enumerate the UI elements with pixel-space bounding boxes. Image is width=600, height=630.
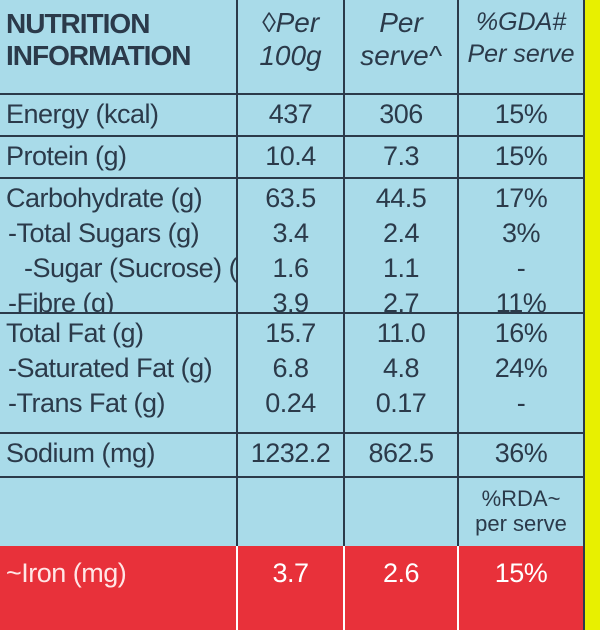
iron-per100: 3.7: [272, 558, 309, 588]
fibre-label: -Fibre (g): [8, 288, 115, 314]
fat-pct: 16%: [494, 318, 548, 348]
energy-label: Energy (kcal): [6, 99, 159, 129]
protein-serve-cell: 7.3: [345, 137, 459, 179]
energy-serve: 306: [379, 99, 423, 129]
carb-pct-cell: 17% 3% - 11%: [459, 179, 585, 314]
rda-line2: per serve: [475, 511, 567, 536]
header-gda-cell: %GDA# Per serve: [459, 0, 585, 95]
carb-per100-cell: 63.5 3.4 1.6 3.9: [238, 179, 345, 314]
fat-serve-cell: 11.0 4.8 0.17: [345, 314, 459, 434]
iron-pct-cell: 15%: [459, 546, 585, 630]
iron-serve: 2.6: [382, 558, 420, 588]
sugars-pct: 3%: [501, 218, 541, 248]
energy-label-cell: Energy (kcal): [0, 95, 238, 137]
title-line-2: INFORMATION: [6, 40, 191, 71]
sugars-per100: 3.4: [272, 218, 309, 248]
protein-pct: 15%: [494, 141, 548, 171]
fat-per100: 15.7: [265, 318, 316, 348]
rda-header-cell: %RDA~ per serve: [459, 478, 585, 546]
iron-pct: 15%: [494, 558, 548, 588]
sucrose-pct: -: [516, 253, 526, 283]
transfat-label: -Trans Fat (g): [8, 388, 166, 418]
sucrose-per100: 1.6: [272, 253, 309, 283]
satfat-label: -Saturated Fat (g): [8, 353, 213, 383]
rda-line1: %RDA~: [481, 486, 561, 511]
sugars-label: -Total Sugars (g): [8, 218, 200, 248]
energy-pct: 15%: [494, 99, 548, 129]
header-serve-line2: serve^: [360, 40, 442, 71]
protein-serve: 7.3: [382, 141, 420, 171]
sodium-serve: 862.5: [368, 438, 434, 468]
iron-serve-cell: 2.6: [345, 546, 459, 630]
protein-label-cell: Protein (g): [0, 137, 238, 179]
fat-serve: 11.0: [376, 318, 426, 348]
header-per100-cell: ◊Per 100g: [238, 0, 345, 95]
nutrition-table: NUTRITION INFORMATION ◊Per 100g Per serv…: [0, 0, 585, 630]
protein-label: Protein (g): [6, 141, 127, 171]
sodium-serve-cell: 862.5: [345, 434, 459, 478]
protein-per100: 10.4: [265, 141, 316, 171]
sugars-serve: 2.4: [382, 218, 420, 248]
rda-blank-3: [345, 478, 459, 546]
fat-label: Total Fat (g): [6, 318, 144, 348]
carb-pct: 17%: [494, 183, 548, 213]
energy-per100: 437: [268, 99, 313, 129]
transfat-pct: -: [516, 388, 526, 418]
carb-serve-cell: 44.5 2.4 1.1 2.7: [345, 179, 459, 314]
sucrose-label: -Sugar (Sucrose) (g): [24, 253, 238, 283]
carb-serve: 44.5: [375, 183, 427, 213]
fat-per100-cell: 15.7 6.8 0.24: [238, 314, 345, 434]
protein-per100-cell: 10.4: [238, 137, 345, 179]
transfat-per100: 0.24: [265, 388, 316, 418]
fibre-pct: 11%: [495, 288, 547, 314]
header-title-cell: NUTRITION INFORMATION: [0, 0, 238, 95]
sucrose-serve: 1.1: [382, 253, 420, 283]
iron-label: ~Iron (mg): [6, 558, 127, 588]
satfat-pct: 24%: [494, 353, 548, 383]
header-gda-line2: Per serve: [467, 40, 575, 68]
carb-label-cell: Carbohydrate (g) -Total Sugars (g) -Suga…: [0, 179, 238, 314]
title-line-1: NUTRITION: [6, 8, 150, 39]
header-per100-line1: ◊Per: [261, 7, 320, 38]
sodium-pct: 36%: [494, 438, 548, 468]
sodium-per100-cell: 1232.2: [238, 434, 345, 478]
fibre-serve: 2.7: [382, 288, 420, 314]
sodium-label: Sodium (mg): [6, 438, 156, 468]
header-serve-cell: Per serve^: [345, 0, 459, 95]
header-per100-line2: 100g: [259, 40, 322, 71]
iron-label-cell: ~Iron (mg): [0, 546, 238, 630]
satfat-serve: 4.8: [382, 353, 420, 383]
transfat-serve: 0.17: [375, 388, 427, 418]
carb-per100: 63.5: [265, 183, 316, 213]
sodium-label-cell: Sodium (mg): [0, 434, 238, 478]
energy-per100-cell: 437: [238, 95, 345, 137]
energy-serve-cell: 306: [345, 95, 459, 137]
rda-blank-2: [238, 478, 345, 546]
fat-pct-cell: 16% 24% -: [459, 314, 585, 434]
fibre-per100: 3.9: [272, 288, 309, 314]
sodium-pct-cell: 36%: [459, 434, 585, 478]
fat-label-cell: Total Fat (g) -Saturated Fat (g) -Trans …: [0, 314, 238, 434]
carb-label: Carbohydrate (g): [6, 183, 203, 213]
header-serve-line1: Per: [379, 7, 423, 38]
protein-pct-cell: 15%: [459, 137, 585, 179]
satfat-per100: 6.8: [272, 353, 309, 383]
rda-blank-1: [0, 478, 238, 546]
sodium-per100: 1232.2: [250, 438, 331, 468]
iron-per100-cell: 3.7: [238, 546, 345, 630]
header-gda-line1: %GDA#: [475, 8, 567, 36]
energy-pct-cell: 15%: [459, 95, 585, 137]
